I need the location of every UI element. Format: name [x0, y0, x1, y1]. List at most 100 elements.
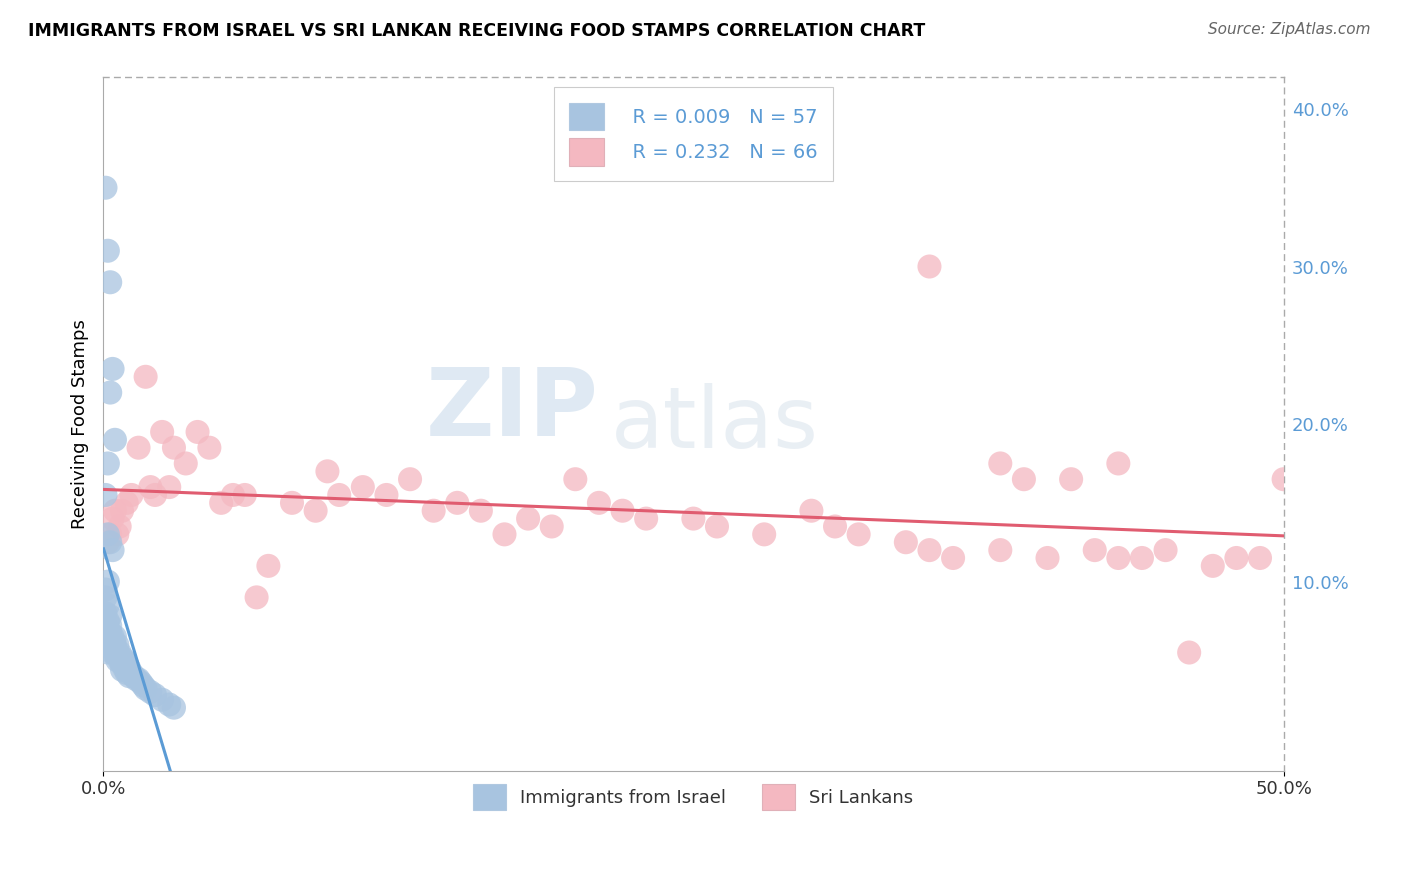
Point — [233, 488, 256, 502]
Point — [399, 472, 422, 486]
Point — [111, 650, 134, 665]
Y-axis label: Receiving Food Stamps: Receiving Food Stamps — [72, 319, 89, 529]
Point — [112, 661, 135, 675]
Point — [540, 519, 562, 533]
Point — [105, 646, 128, 660]
Point — [120, 488, 142, 502]
Point — [97, 535, 120, 549]
Point — [101, 630, 124, 644]
Point — [198, 441, 221, 455]
Point — [257, 558, 280, 573]
Point — [706, 519, 728, 533]
Point — [128, 441, 150, 455]
Point — [988, 543, 1011, 558]
Point — [187, 425, 209, 439]
Point — [97, 638, 120, 652]
Point — [135, 369, 157, 384]
Point — [150, 693, 173, 707]
Point — [97, 574, 120, 589]
Point — [97, 630, 120, 644]
Text: atlas: atlas — [610, 383, 818, 466]
Point — [115, 496, 138, 510]
Point — [163, 441, 186, 455]
Point — [105, 638, 128, 652]
Point — [122, 669, 145, 683]
Point — [281, 496, 304, 510]
Point — [894, 535, 917, 549]
Point — [101, 511, 124, 525]
Point — [564, 472, 586, 486]
Point — [111, 657, 134, 671]
Point — [108, 519, 131, 533]
Point — [115, 657, 138, 671]
Point — [588, 496, 610, 510]
Point — [174, 457, 197, 471]
Point — [108, 646, 131, 660]
Point — [97, 244, 120, 258]
Point — [98, 634, 121, 648]
Point — [120, 665, 142, 680]
Point — [143, 688, 166, 702]
Point — [104, 638, 127, 652]
Point — [129, 675, 152, 690]
Point — [352, 480, 374, 494]
Point — [118, 661, 141, 675]
Point — [304, 504, 326, 518]
Point — [682, 511, 704, 525]
Point — [612, 504, 634, 518]
Point — [1178, 646, 1201, 660]
Point — [97, 646, 120, 660]
Point — [1202, 558, 1225, 573]
Point — [422, 504, 444, 518]
Point — [1130, 551, 1153, 566]
Point — [97, 457, 120, 471]
Point — [115, 665, 138, 680]
Point — [98, 385, 121, 400]
Point — [132, 679, 155, 693]
Point — [97, 527, 120, 541]
Point — [97, 614, 120, 628]
Point — [98, 625, 121, 640]
Point — [128, 673, 150, 687]
Point — [328, 488, 350, 502]
Point — [104, 433, 127, 447]
Point — [112, 653, 135, 667]
Text: Source: ZipAtlas.com: Source: ZipAtlas.com — [1208, 22, 1371, 37]
Point — [94, 606, 117, 620]
Point — [135, 681, 157, 696]
Point — [98, 619, 121, 633]
Point — [1060, 472, 1083, 486]
Point — [139, 685, 162, 699]
Point — [918, 543, 941, 558]
Point — [97, 622, 120, 636]
Text: IMMIGRANTS FROM ISRAEL VS SRI LANKAN RECEIVING FOOD STAMPS CORRELATION CHART: IMMIGRANTS FROM ISRAEL VS SRI LANKAN REC… — [28, 22, 925, 40]
Point — [1154, 543, 1177, 558]
Point — [988, 457, 1011, 471]
Point — [104, 646, 127, 660]
Point — [1249, 551, 1271, 566]
Point — [636, 511, 658, 525]
Point — [104, 504, 127, 518]
Point — [143, 488, 166, 502]
Point — [494, 527, 516, 541]
Point — [94, 582, 117, 597]
Point — [139, 480, 162, 494]
Point — [157, 480, 180, 494]
Point — [1272, 472, 1295, 486]
Point — [98, 275, 121, 289]
Point — [111, 504, 134, 518]
Point — [125, 673, 148, 687]
Point — [94, 180, 117, 194]
Point — [101, 638, 124, 652]
Point — [470, 504, 492, 518]
Point — [754, 527, 776, 541]
Point — [108, 653, 131, 667]
Point — [222, 488, 245, 502]
Point — [375, 488, 398, 502]
Point — [104, 630, 127, 644]
Point — [118, 669, 141, 683]
Point — [1225, 551, 1247, 566]
Point — [94, 488, 117, 502]
Legend: Immigrants from Israel, Sri Lankans: Immigrants from Israel, Sri Lankans — [458, 770, 928, 824]
Point — [918, 260, 941, 274]
